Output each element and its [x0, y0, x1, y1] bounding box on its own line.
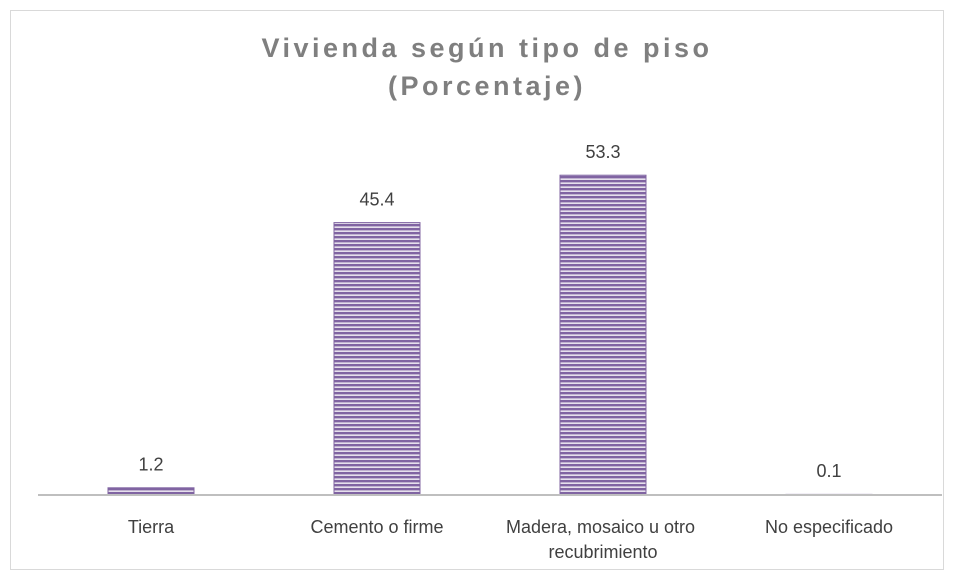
chart-subtitle: (Porcentaje) — [388, 71, 586, 101]
bar — [559, 174, 647, 496]
chart-border — [10, 10, 944, 570]
x-tick-label: Tierra — [128, 517, 175, 537]
x-tick-label: Madera, mosaico u otro recubrimiento — [506, 517, 700, 562]
x-tick-label: Cemento o firme — [310, 517, 443, 537]
data-label: 0.1 — [816, 461, 841, 481]
x-tick-label: No especificado — [765, 517, 893, 537]
data-label: 1.2 — [138, 455, 163, 475]
bar — [333, 222, 421, 496]
data-label: 45.4 — [359, 189, 394, 209]
data-label: 53.3 — [585, 142, 620, 162]
bar — [107, 487, 195, 496]
chart-title: Vivienda según tipo de piso — [261, 33, 712, 63]
